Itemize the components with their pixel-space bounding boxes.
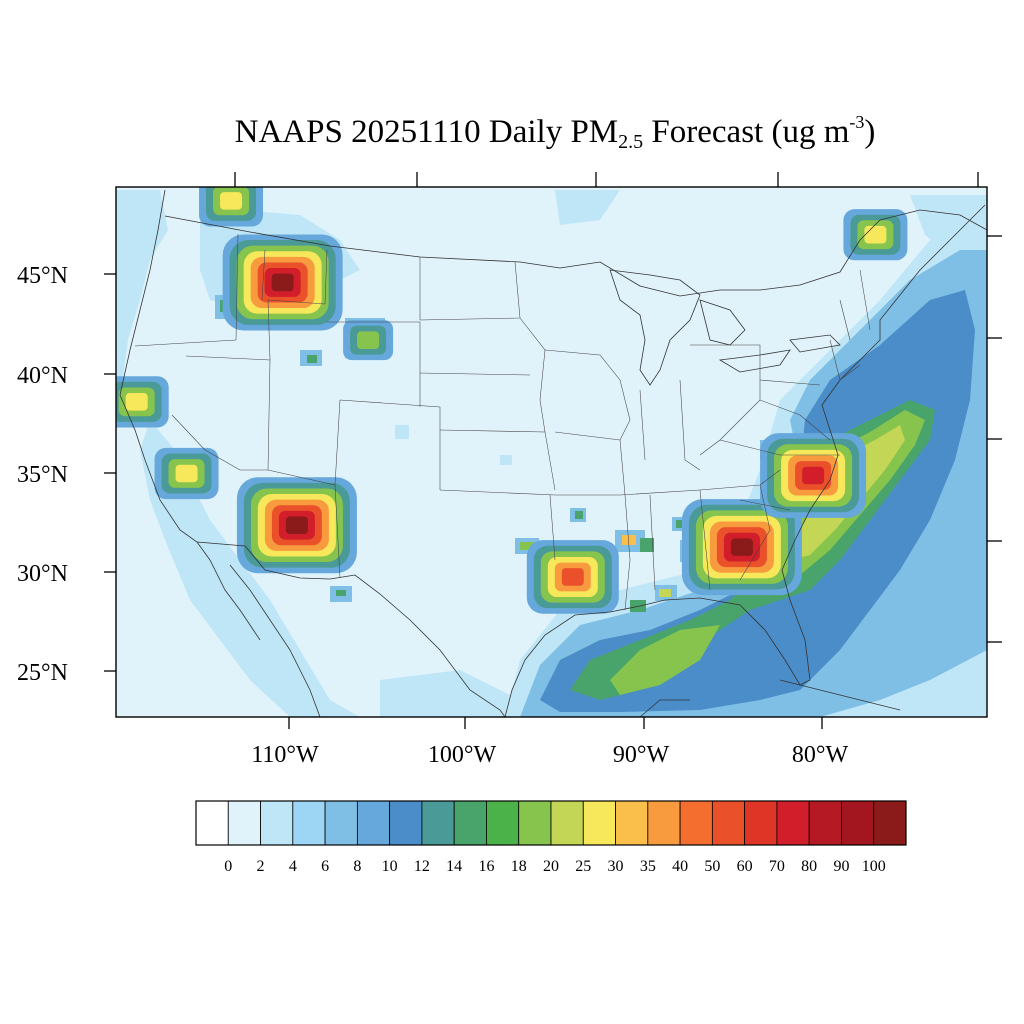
carolina-plume-ring [802,466,825,485]
colorbar-label: 50 [704,858,720,875]
colorbar-label: 70 [769,858,785,875]
colorbar-label: 16 [478,858,494,875]
maine-spot-ring [864,225,887,244]
colorbar-swatch [873,800,907,846]
colorbar-swatch [711,800,746,846]
colorbar-label: 4 [289,858,297,875]
gulf-coast [504,569,811,718]
nevada-spot-ring [175,464,198,483]
map-frame [115,186,988,718]
carolina-plume [760,433,867,518]
colorbar-label: 20 [543,858,559,875]
title-superscript: -3 [849,112,865,132]
colorbar-label: 10 [382,858,398,875]
lat-label-25: 25°N [17,660,68,686]
wyoming-spot-ring [357,331,380,349]
colorbar-label: 25 [575,858,591,875]
maine-spot [843,209,908,261]
montana-plume-ring [271,273,294,292]
baja-coast [229,564,321,718]
state-lines [134,233,871,611]
colorbar-swatch [324,800,358,846]
louisiana-plume [526,540,619,614]
lat-label-35: 35°N [17,462,68,488]
georgia-plume [681,499,802,596]
nw-california-spot-ring [125,393,148,411]
colorbar-label: 8 [353,858,361,875]
colorbar-label: 0 [224,858,232,875]
nevada-spot [154,447,219,500]
yucatan-coast [639,699,690,718]
lon-label-110w: 110°W [251,742,319,768]
lon-label-80w: 80°W [792,742,849,768]
colorbar-swatch [486,800,520,846]
lon-label-90w: 90°W [613,742,670,768]
colorbar-swatch [356,800,391,846]
cuba-coast [779,679,901,711]
title-end: ) [864,114,876,150]
georgia-plume-ring [730,538,753,556]
colorbar-swatch [647,800,681,846]
colorbar-swatch [260,800,294,846]
colorbar-label: 6 [321,858,329,875]
colorbar-label: 35 [640,858,656,875]
colorbar-label: 40 [672,858,688,875]
colorbar-swatch [582,800,616,846]
lat-label-45: 45°N [17,263,68,289]
colorbar-label: 90 [833,858,849,875]
colorbar-swatch [453,800,487,846]
colorbar-label: 12 [414,858,430,875]
colorbar-swatch [776,800,810,846]
colorbar-frame [195,800,907,846]
colorbar-swatch [808,800,842,846]
colorbar-swatch [518,800,552,846]
colorbar-label: 60 [737,858,753,875]
lon-label-100w: 100°W [428,742,497,768]
colorbar-label: 30 [608,858,624,875]
lat-label-30: 30°N [17,561,68,587]
axis-ticks [104,172,1002,729]
colorbar-swatch [550,800,584,846]
colorbar-label: 80 [801,858,817,875]
lat-label-40: 40°N [17,363,68,389]
boundary-lines [119,189,988,718]
map-title: NAAPS 20251110 Daily PM2.5 Forecast (ug … [0,112,1024,154]
colorbar: 0 2 4 6 8 10 12 14 16 18 20 25 30 35 40 50 60 70 80 90 100 [195,800,907,875]
pacific-coast [119,189,261,641]
arizona-plume [236,477,357,574]
colorbar-swatch [195,800,229,846]
title-subscript: 2.5 [618,131,644,153]
arizona-plume-ring [285,516,308,535]
colorbar-label: 2 [257,858,265,875]
idaho-spot [199,187,264,227]
pm25-field [116,187,987,717]
colorbar-label: 18 [511,858,527,875]
montana-plume [222,234,343,331]
hotspot-layer [116,187,908,614]
colorbar-swatch [292,800,326,846]
idaho-spot-ring [220,192,243,210]
us-canada-border [164,209,988,297]
colorbar-swatch [227,800,261,846]
louisiana-plume-ring [561,568,584,586]
great-lakes [609,269,841,386]
colorbar-label: 100 [862,858,886,875]
title-rest: Forecast (ug m [643,114,850,150]
atlantic-coast [781,204,986,571]
colorbar-swatch [389,800,423,846]
colorbar-swatch [421,800,455,846]
wyoming-spot [343,320,394,361]
colorbar-swatch [744,800,778,846]
colorbar-swatch [615,800,649,846]
nw-california-spot [116,376,169,428]
colorbar-swatch [679,800,713,846]
colorbar-label: 14 [446,858,462,875]
colorbar-swatch [841,800,875,846]
title-main: NAAPS 20251110 Daily PM [234,114,619,150]
us-mexico-border [196,541,506,718]
